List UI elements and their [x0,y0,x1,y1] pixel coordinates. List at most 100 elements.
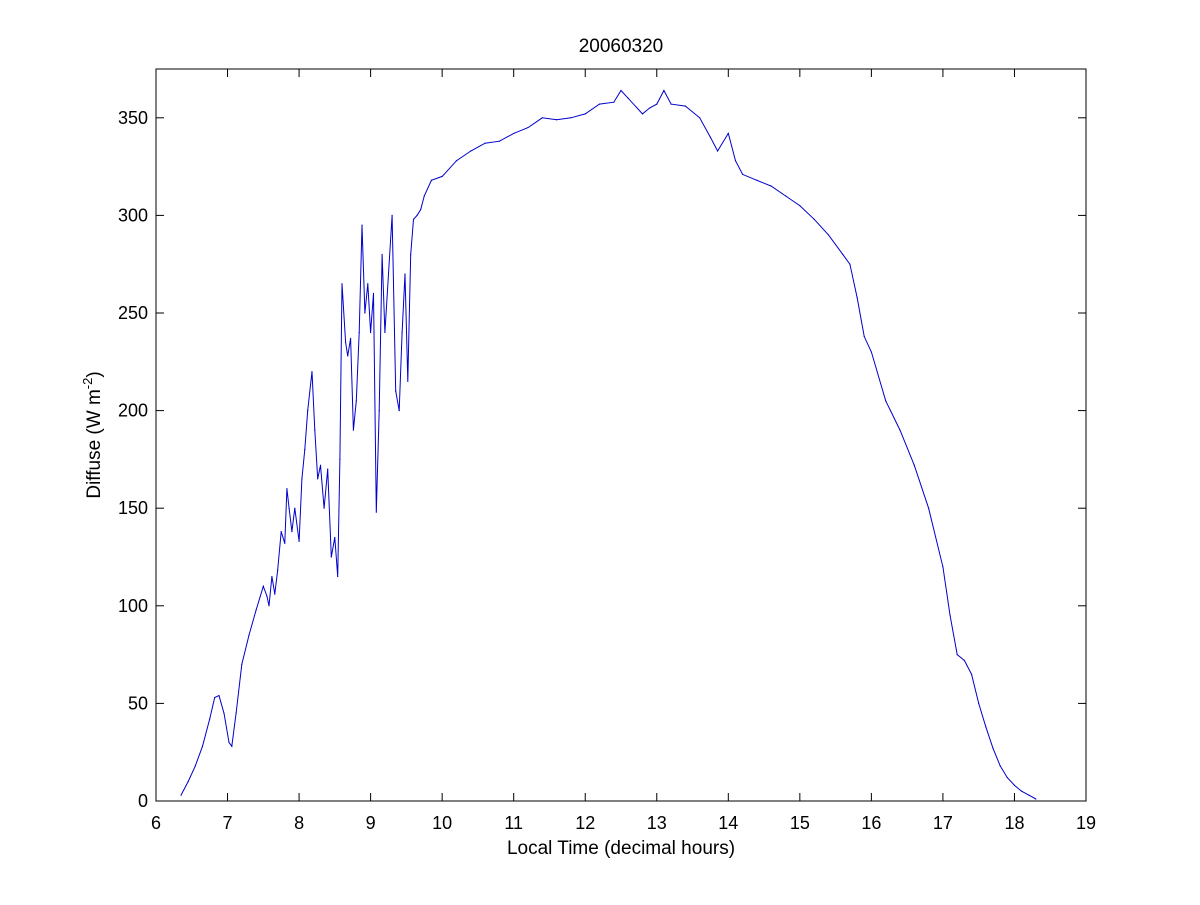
data-point [301,478,303,480]
x-tick-label: 16 [861,813,881,833]
y-tick-label: 0 [138,791,148,811]
data-point [734,160,737,162]
data-point [349,337,352,339]
data-point [248,634,250,636]
data-point [268,605,270,607]
y-axis-label-superscript: -2 [80,378,95,390]
data-point [784,195,787,197]
data-point [620,89,622,92]
data-point [355,400,357,402]
x-tick-label: 15 [790,813,810,833]
data-point [286,488,288,490]
y-tick-label: 200 [118,401,148,421]
data-point [361,224,363,226]
data-point [799,205,801,207]
data-point [262,585,264,587]
data-point [241,663,243,665]
data-point [963,659,965,662]
data-point [218,694,220,697]
data-point [842,253,844,256]
data-point [928,507,930,509]
data-point [223,712,225,714]
data-point [391,214,393,216]
x-tick-label: 12 [575,813,595,833]
x-tick-label: 18 [1004,813,1024,833]
data-point [387,273,390,275]
y-axis-label-suffix: ) [84,371,105,377]
y-axis-ticks: 0 50 100 150 200 250 300 350 [118,108,1086,811]
data-point [330,556,332,558]
data-point [319,464,322,466]
data-point [347,355,349,357]
data-point [401,331,403,334]
data-point [266,595,268,597]
y-tick-label: 250 [118,303,148,323]
data-point [1013,784,1016,786]
data-point [870,351,872,353]
data-point [863,335,865,338]
data-point [770,185,772,187]
data-point [498,140,500,142]
y-axis-label-prefix: Diffuse (W m [84,389,105,498]
data-point [942,566,944,568]
data-point [470,150,472,152]
data-point [412,218,415,220]
data-point [1006,776,1008,779]
data-point [404,273,406,275]
chart-title: 20060320 [579,36,664,57]
plot-area [155,68,1087,802]
x-tick-label: 10 [432,813,452,833]
y-axis-label: Diffuse (W m-2) [80,371,105,498]
x-tick-label: 19 [1076,813,1096,833]
data-point [201,745,204,747]
data-point [970,673,973,675]
data-point [649,107,651,109]
x-axis-ticks: 6 7 8 9 10 11 12 13 14 15 16 17 18 19 [151,69,1096,833]
data-point [294,507,296,509]
data-point [255,609,257,611]
data-point [341,283,343,285]
data-point [627,97,629,99]
data-point [699,117,701,119]
data-point [291,531,293,533]
data-point [395,390,397,392]
data-point [420,208,422,211]
data-point [358,331,360,334]
y-tick-label: 100 [118,596,148,616]
data-point [235,712,237,714]
data-point [298,540,300,542]
data-point [344,341,347,343]
data-point [716,150,719,152]
x-tick-label: 8 [294,813,304,833]
data-point [999,765,1001,767]
x-tick-label: 14 [718,813,738,833]
x-tick-label: 11 [504,813,523,833]
data-point [885,400,887,402]
data-point [513,132,515,135]
data-point [430,179,433,181]
data-point [284,542,286,544]
data-point [978,702,980,705]
data-point [455,160,458,162]
data-point [307,410,309,412]
data-point [367,283,369,285]
data-point [416,214,418,216]
x-axis-label: Local Time (decimal hours) [507,838,735,859]
data-point [827,234,830,236]
data-point [370,331,372,334]
x-tick-label: 17 [933,813,953,833]
data-point [484,142,486,144]
data-point [381,253,383,256]
data-point [271,575,273,578]
y-tick-label: 150 [118,498,148,518]
data-point [214,696,216,699]
data-point [277,570,279,572]
data-point [856,296,858,298]
data-point [441,175,443,177]
data-point [209,718,211,720]
data-point [956,654,958,656]
data-point [274,593,276,595]
data-point [849,263,851,265]
data-point [541,117,543,119]
